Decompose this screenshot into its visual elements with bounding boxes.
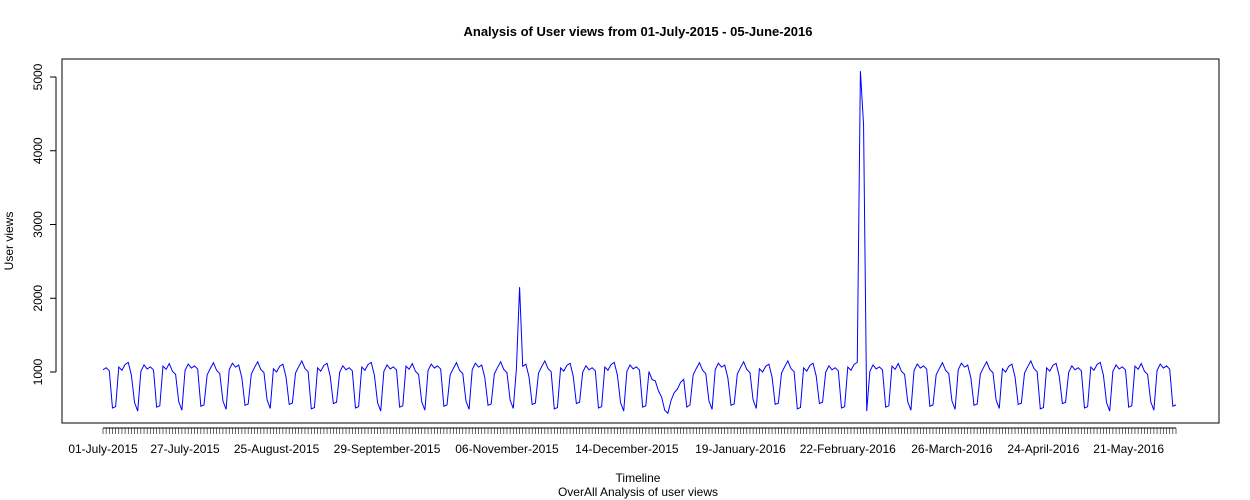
x-tick-label: 26-March-2016 [911, 442, 993, 456]
chart-title: Analysis of User views from 01-July-2015… [464, 24, 813, 39]
plot-area [61, 58, 1220, 424]
x-tick-label: 01-July-2015 [68, 442, 138, 456]
x-tick-label: 21-May-2016 [1093, 442, 1164, 456]
y-tick-label: 3000 [31, 211, 45, 238]
x-tick-label: 24-April-2016 [1007, 442, 1079, 456]
user-views-line [102, 71, 1177, 415]
y-tick-label: 5000 [31, 63, 45, 90]
x-tick-label: 14-December-2015 [575, 442, 679, 456]
x-tick-label: 22-February-2016 [800, 442, 896, 456]
x-tick-label: 25-August-2015 [234, 442, 320, 456]
x-axis: 01-July-2015 27-July-2015 25-August-2015 29… [68, 427, 1177, 456]
x-tick-label: 27-July-2015 [150, 442, 220, 456]
y-tick-label: 1000 [31, 358, 45, 385]
y-axis-label: User views [2, 212, 16, 271]
chart-subtitle: OverAll Analysis of user views [558, 485, 718, 499]
y-tick-label: 2000 [31, 285, 45, 312]
x-axis-label: Timeline [616, 471, 661, 485]
x-tick-label: 06-November-2015 [455, 442, 559, 456]
x-tick-label: 19-January-2016 [695, 442, 786, 456]
y-axis: 1000 2000 3000 4000 5000 [31, 63, 57, 385]
x-tick-label: 29-September-2015 [334, 442, 441, 456]
y-tick-label: 4000 [31, 137, 45, 164]
